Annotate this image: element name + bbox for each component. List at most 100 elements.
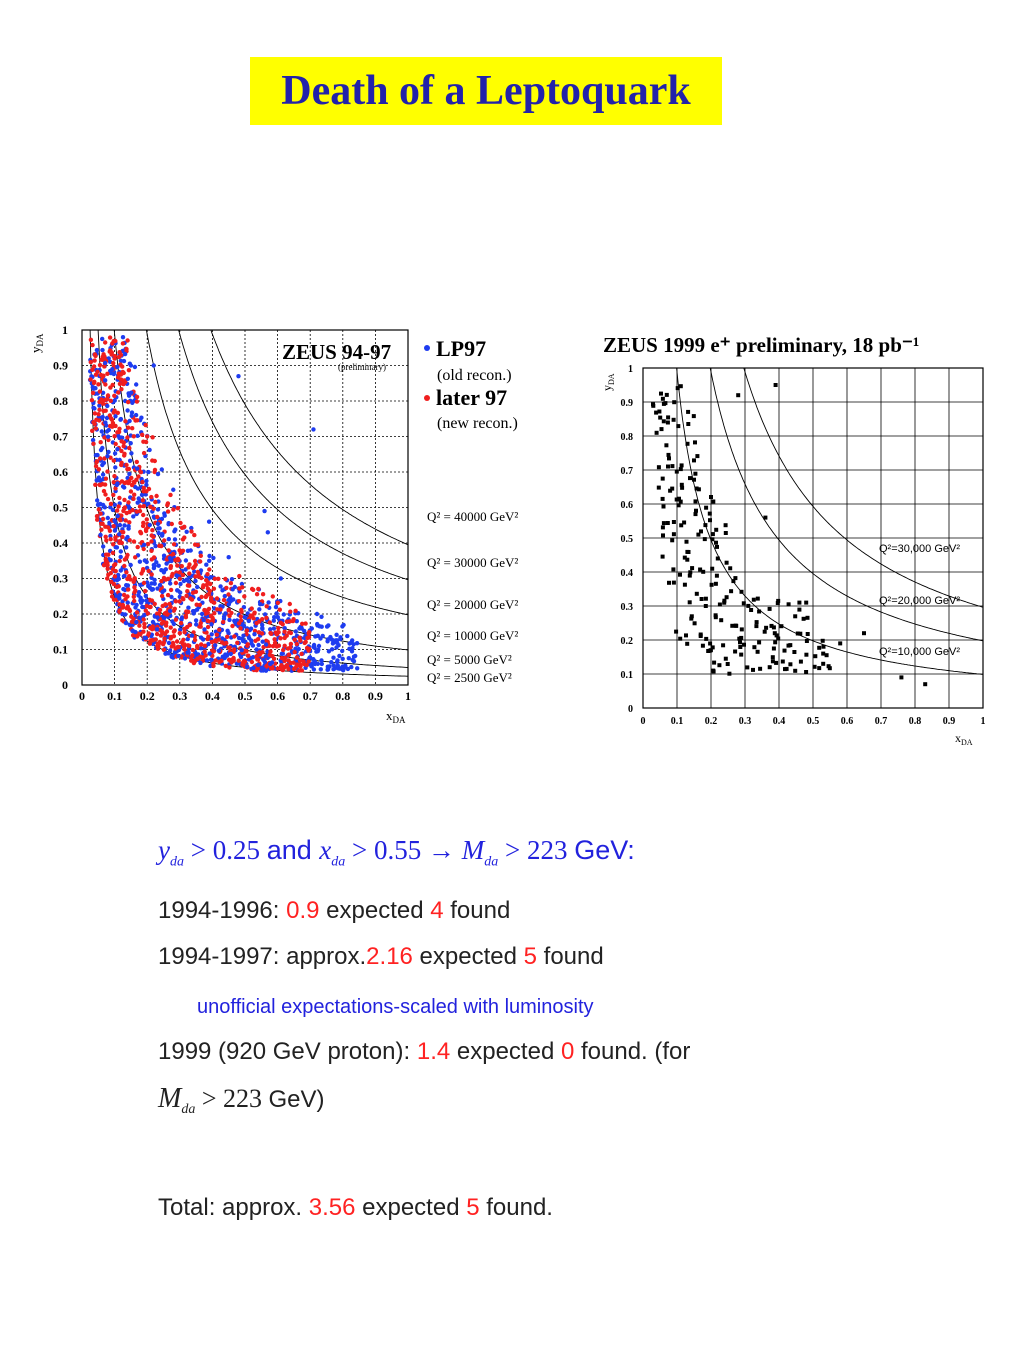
lp97-point <box>103 378 108 383</box>
event-point <box>741 601 746 606</box>
later97-point <box>101 488 107 494</box>
lp97-point <box>112 451 118 456</box>
lp97-point <box>281 612 286 617</box>
lp97-point <box>251 665 256 671</box>
later97-point <box>173 580 179 586</box>
later97-point <box>276 643 282 648</box>
left-plot-header: ZEUS 94-97 <box>282 340 391 364</box>
event-point <box>700 643 705 648</box>
later97-point <box>260 617 265 622</box>
y-tick-label: 0.4 <box>53 536 68 550</box>
later97-point <box>249 614 255 619</box>
later97-point <box>224 585 229 591</box>
x-tick-label: 0.8 <box>335 689 350 703</box>
later97-point <box>207 567 212 572</box>
later97-point <box>148 604 153 610</box>
later97-point <box>180 537 186 542</box>
later97-point <box>160 630 165 635</box>
lp97-point <box>137 559 143 564</box>
event-point <box>703 596 708 601</box>
y-tick-label: 0.6 <box>53 465 68 479</box>
event-point <box>899 675 904 680</box>
lp97-point <box>225 628 230 633</box>
lp97-point <box>124 545 129 550</box>
event-point <box>739 627 744 632</box>
later97-point <box>268 649 273 654</box>
lp97-point <box>152 577 157 583</box>
event-point <box>689 614 694 619</box>
lp97-point <box>246 618 251 624</box>
later97-point <box>216 637 221 642</box>
lp97-point <box>129 451 134 456</box>
later97-point <box>214 632 219 637</box>
later97-point <box>219 658 224 663</box>
lp97-point <box>265 530 271 535</box>
later97-point <box>299 668 305 673</box>
event-point <box>675 497 680 502</box>
lp97-point <box>274 611 279 616</box>
later97-point <box>187 571 192 576</box>
lp97-point <box>185 636 190 642</box>
event-point <box>804 670 809 674</box>
later97-point <box>141 629 146 634</box>
event-point <box>749 608 754 612</box>
event-point <box>676 424 681 429</box>
later97-point <box>112 356 117 361</box>
later97-point <box>169 521 174 527</box>
later97-point <box>116 504 121 509</box>
later97-point <box>286 652 292 657</box>
event-point <box>728 566 733 571</box>
later97-point <box>93 426 99 431</box>
later97-point <box>145 434 150 439</box>
lp97-point <box>155 615 160 620</box>
later97-point <box>141 580 147 586</box>
event-point <box>773 383 778 387</box>
later97-point <box>292 637 297 642</box>
later97-point <box>173 617 179 622</box>
lp97-point <box>118 554 123 560</box>
lp97-point <box>178 581 183 587</box>
y-tick-label: 0.8 <box>621 432 634 443</box>
q2-label-30000: Q² = 30000 GeV² <box>427 555 518 570</box>
later97-point <box>155 646 161 651</box>
later97-point <box>212 576 217 581</box>
event-point <box>805 632 810 636</box>
later97-point <box>227 665 232 670</box>
later97-point <box>145 541 151 547</box>
event-point <box>710 537 715 542</box>
event-point <box>788 662 793 667</box>
lp97-point <box>195 584 200 590</box>
event-point <box>686 550 691 554</box>
later97-point <box>272 640 278 645</box>
lp97-point <box>256 642 261 648</box>
event-point <box>733 623 738 628</box>
event-point <box>724 595 729 600</box>
later97-point <box>280 667 285 673</box>
later97-point <box>175 563 180 568</box>
lp97-point <box>209 622 214 627</box>
event-point <box>771 646 776 651</box>
lp97-point <box>337 653 342 659</box>
event-point <box>686 409 691 414</box>
lp97-point <box>262 612 268 617</box>
title-banner: Death of a Leptoquark <box>250 57 722 125</box>
later97-point <box>140 523 146 529</box>
later97-point <box>145 611 151 616</box>
x-tick-label: 0.4 <box>773 716 786 727</box>
later97-point <box>131 496 136 501</box>
event-point <box>838 641 843 646</box>
lp97-point <box>147 447 152 453</box>
later97-point <box>105 496 111 502</box>
y-tick-label: 0 <box>628 704 633 715</box>
event-point <box>687 573 692 578</box>
lp97-point <box>127 418 132 424</box>
event-point <box>788 643 793 648</box>
later97-point <box>89 398 95 403</box>
lp97-point <box>254 647 259 652</box>
later97-point <box>275 666 280 671</box>
lp97-point <box>151 363 156 368</box>
later97-point <box>210 617 216 622</box>
later97-point <box>119 479 125 484</box>
lp97-point <box>204 562 209 567</box>
lp97-point <box>340 648 345 654</box>
